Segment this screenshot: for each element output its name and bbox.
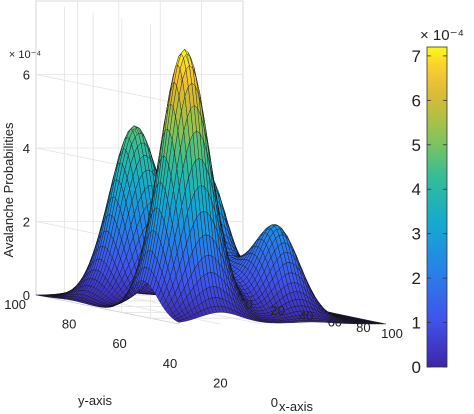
z-tick-label: 0 (23, 288, 30, 303)
y-tick-label: 40 (163, 356, 177, 371)
colorbar-tick-label: 5 (412, 136, 421, 155)
colorbar-exponent-label: × 10⁻⁴ (420, 27, 464, 44)
x-axis-label: x-axis (279, 399, 313, 414)
y-tick-label: 0 (271, 395, 278, 410)
surface-mesh (35, 48, 387, 325)
y-axis-label: y-axis (78, 393, 112, 408)
z-tick-label: 2 (23, 215, 30, 230)
colorbar-tick-label: 7 (412, 47, 421, 66)
colorbar: 0 1 2 3 4 5 6 7 (412, 46, 448, 377)
x-tick-label: 100 (381, 326, 403, 341)
x-tick-label: 60 (328, 314, 342, 329)
colorbar-tick-label: 1 (412, 314, 421, 333)
colorbar-tick-label: 3 (412, 225, 421, 244)
z-tick-label: 6 (23, 68, 30, 83)
surface-facet (380, 323, 387, 325)
colorbar-tick-label: 6 (412, 91, 421, 110)
z-tick-label: 4 (23, 141, 30, 156)
gridline (35, 74, 180, 104)
y-tick-label: 60 (112, 336, 126, 351)
y-tick-label: 100 (4, 297, 26, 312)
x-tick-label: 20 (270, 303, 284, 318)
z-axis-label: Avalanche Probabilities (1, 122, 16, 257)
colorbar-tick-label: 4 (412, 180, 421, 199)
colorbar-tick-label: 2 (412, 269, 421, 288)
y-tick-label: 80 (62, 317, 76, 332)
x-tick-label: 80 (356, 320, 370, 335)
y-tick-label: 20 (213, 375, 227, 390)
colorbar-gradient (426, 46, 448, 368)
x-tick-label: 0 (245, 297, 252, 312)
colorbar-tick-label: 0 (412, 358, 421, 377)
x-tick-label: 40 (299, 309, 313, 324)
z-exponent-label: × 10⁻⁴ (9, 49, 42, 61)
